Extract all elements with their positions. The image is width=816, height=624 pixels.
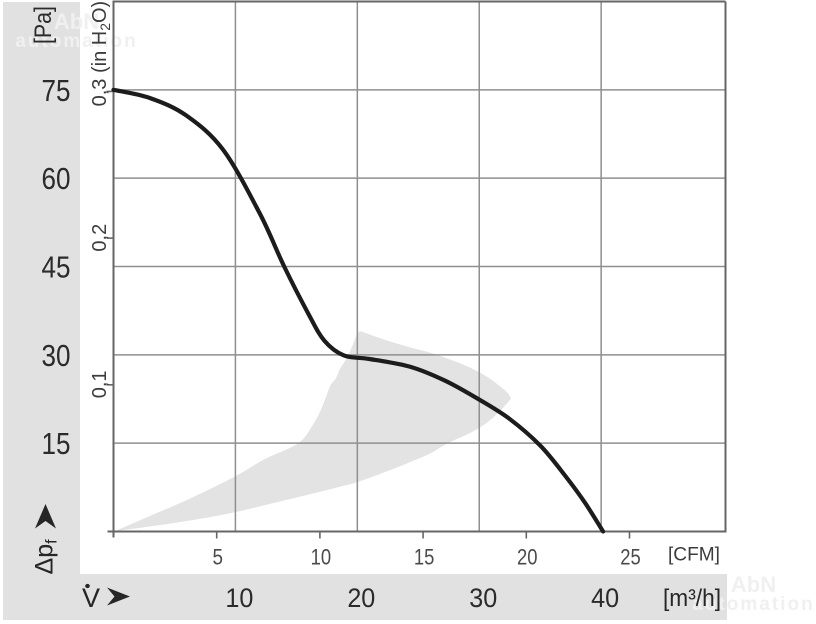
- x-axis-tick-label: 30: [469, 583, 497, 613]
- watermark-brand: AbN: [53, 9, 100, 34]
- chart-shaded-layer: [115, 331, 512, 532]
- watermark-brand: AbN: [730, 572, 777, 597]
- y-axis-tick-label: 60: [42, 161, 71, 196]
- watermark-bottom-right: AbN automation: [683, 571, 816, 615]
- x-axis-symbol-label: V: [82, 583, 100, 613]
- y-axis-symbol-text: Δp: [31, 544, 59, 575]
- y-axis-secondary-tick-label: 0,1: [89, 370, 111, 398]
- x-axis-tick-label: 10: [225, 583, 253, 613]
- chart-grid-layer: [113, 1, 726, 532]
- x-axis-secondary-tick-label: 20: [517, 545, 538, 570]
- x-axis-tick-label: 40: [591, 583, 619, 613]
- x-axis-secondary-tick-label: 5: [212, 545, 223, 570]
- y-axis-tick-label: 15: [42, 426, 71, 461]
- watermark-brand-sub: automation: [15, 31, 138, 52]
- x-axis-tick-label: 20: [347, 583, 375, 613]
- x-axis-secondary-tick-label: 15: [414, 545, 435, 570]
- x-axis-secondary-tick-label: 25: [620, 545, 641, 570]
- x-axis-secondary-tick-label: 10: [311, 545, 332, 570]
- y-axis-symbol-subscript: f: [44, 539, 61, 544]
- watermark-top-left: AbN automation: [6, 8, 147, 52]
- chart-ticks-layer: [106, 90, 631, 539]
- y-axis-symbol-label: Δpf: [31, 539, 61, 575]
- y-axis-secondary-tick-label: 0,3 (in H2O): [89, 1, 113, 107]
- y-axis-tick-label: 75: [42, 73, 71, 108]
- flow-symbol-dot: [85, 583, 90, 589]
- y-axis-unit-label: [Pa]: [30, 6, 57, 44]
- x-axis-direction-arrow-icon: [107, 587, 130, 606]
- y-axis-secondary-tick-label: 0,2: [89, 224, 111, 252]
- chart-curve-layer: [111, 87, 606, 534]
- y-axis-tick-label: 30: [42, 338, 71, 373]
- y-axis-tick-label: 45: [42, 250, 71, 285]
- watermark-brand-sub: automation: [692, 594, 815, 615]
- x-axis-secondary-unit-label: [CFM]: [668, 544, 720, 566]
- x-axis-unit-label: [m³/h]: [663, 585, 721, 612]
- y-axis-direction-arrow-icon: [35, 504, 56, 529]
- pressure-flow-curve: [111, 87, 606, 534]
- operating-range-area: [115, 331, 512, 532]
